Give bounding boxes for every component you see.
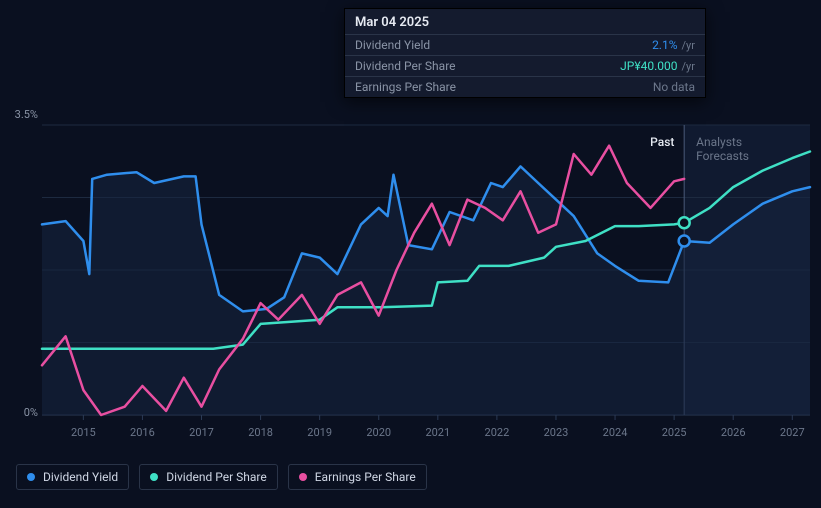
tooltip-row-value: 2.1% (652, 38, 677, 52)
tooltip-row: Dividend Yield 2.1% /yr (345, 34, 705, 55)
tooltip-row-label: Earnings Per Share (355, 80, 456, 94)
dividend-chart: 3.5% 0% 2015 2016 2017 2018 2019 2020 2021 2022… (0, 0, 821, 508)
tooltip-row-value: No data (653, 80, 695, 94)
x-axis: 2015 2016 2017 2018 2019 2020 2021 2022 2023 2024… (42, 426, 811, 444)
legend-item-dividend-per-share[interactable]: Dividend Per Share (139, 464, 278, 490)
tooltip-row-value: JP¥40.000 (620, 59, 677, 73)
x-tick-label: 2018 (248, 426, 273, 439)
y-axis-max-label: 3.5% (2, 108, 38, 121)
legend-item-dividend-yield[interactable]: Dividend Yield (16, 464, 129, 490)
legend-swatch-icon (150, 473, 158, 481)
x-tick-label: 2020 (366, 426, 391, 439)
x-tick-label: 2024 (603, 426, 628, 439)
legend-item-label: Dividend Per Share (166, 470, 267, 484)
x-tick-label: 2015 (71, 426, 96, 439)
tooltip-row: Earnings Per Share No data (345, 76, 705, 97)
legend-item-label: Dividend Yield (43, 470, 118, 484)
legend-item-label: Earnings Per Share (315, 470, 416, 484)
tooltip-row: Dividend Per Share JP¥40.000/yr (345, 55, 705, 76)
chart-legend: Dividend Yield Dividend Per Share Earnings… (16, 464, 427, 490)
tooltip-date: Mar 04 2025 (345, 9, 705, 34)
chart-tooltip: Mar 04 2025 Dividend Yield2.1%/yrDividen… (344, 8, 706, 98)
period-forecast-label: Analysts Forecasts (696, 135, 749, 163)
x-tick-label: 2022 (485, 426, 510, 439)
legend-swatch-icon (27, 473, 35, 481)
tooltip-row-unit: /yr (682, 39, 695, 52)
x-tick-label: 2023 (544, 426, 569, 439)
tooltip-row-unit: /yr (682, 60, 695, 73)
x-tick-label: 2026 (721, 426, 746, 439)
period-past-label: Past (650, 135, 674, 149)
tooltip-row-label: Dividend Per Share (355, 59, 456, 73)
x-tick-label: 2021 (425, 426, 450, 439)
legend-swatch-icon (299, 473, 307, 481)
x-tick-label: 2016 (130, 426, 155, 439)
x-tick-label: 2019 (307, 426, 332, 439)
x-tick-label: 2025 (662, 426, 687, 439)
tooltip-row-label: Dividend Yield (355, 38, 430, 52)
legend-item-earnings-per-share[interactable]: Earnings Per Share (288, 464, 427, 490)
x-tick-label: 2017 (189, 426, 214, 439)
x-tick-label: 2027 (780, 426, 805, 439)
y-axis-min-label: 0% (2, 406, 38, 419)
